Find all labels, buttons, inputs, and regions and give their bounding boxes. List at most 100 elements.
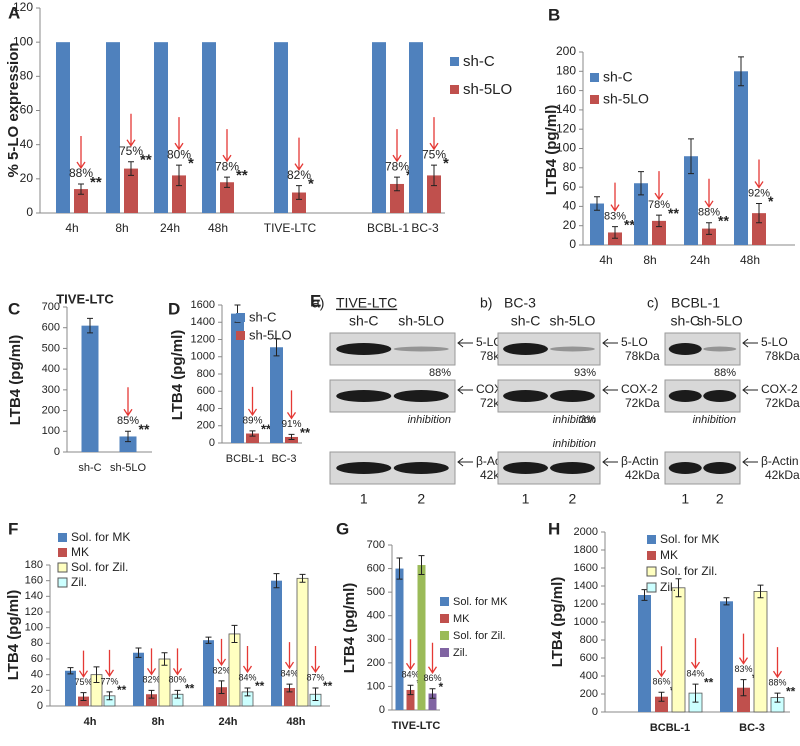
legend-swatch [646, 566, 657, 577]
arrow [405, 639, 416, 671]
legend-label: sh-C [249, 309, 276, 324]
y-tick-label: 400 [580, 670, 598, 682]
y-tick-label: 60 [31, 653, 43, 665]
arrow [76, 135, 86, 170]
lane-number: 2 [417, 491, 425, 507]
significance-stars: * [188, 155, 194, 172]
error-bar [80, 692, 87, 702]
error-bar [312, 687, 319, 702]
significance-stars: ** [236, 167, 248, 184]
inhibition-label: 83% [734, 664, 752, 674]
x-tick-label: 8h [643, 253, 656, 267]
label-arrow [602, 338, 618, 348]
legend-swatch [590, 95, 599, 104]
bar [146, 694, 157, 706]
y-tick-label: 400 [367, 610, 385, 622]
y-tick-label: 120 [556, 121, 576, 135]
y-tick-label: 600 [197, 385, 215, 397]
significance-stars: ** [185, 682, 195, 696]
x-tick-label: BC-3 [411, 221, 439, 235]
y-tick-label: 1600 [191, 299, 215, 311]
lane-label: sh-C [511, 313, 541, 329]
arrow [772, 647, 783, 679]
lane-label: sh-5LO [549, 313, 595, 329]
inhibition-label: 82% [212, 665, 230, 675]
label-arrow [742, 457, 758, 467]
error-bar [675, 578, 682, 598]
inhibition-word: inhibition [553, 438, 596, 450]
bar [671, 587, 686, 713]
protein-size: 78kDa [625, 349, 660, 363]
bar [271, 580, 282, 706]
x-tick-label: BC-3 [739, 722, 765, 734]
x-tick-label: 4h [84, 716, 97, 728]
y-tick-label: 1600 [574, 562, 598, 574]
arrow [294, 137, 304, 171]
y-tick-label: 80 [31, 637, 43, 649]
inhibition-label: 78% [385, 159, 409, 173]
legend-swatch [440, 614, 449, 623]
blot-band [550, 462, 595, 474]
bar [655, 696, 668, 712]
x-tick-label: 8h [115, 221, 128, 235]
x-tick-label: TIVE-LTC [392, 720, 441, 732]
legend-swatch [440, 648, 449, 657]
error-bar [757, 584, 764, 599]
lane-number: 1 [522, 491, 530, 507]
label-arrow [742, 385, 758, 395]
arrow [656, 646, 667, 678]
lane-label: sh-C [670, 313, 700, 329]
blot-band [503, 462, 548, 474]
arrow [738, 633, 749, 665]
bar [172, 175, 186, 213]
blot-band [703, 390, 737, 402]
error-bar [692, 683, 699, 703]
inhibition-label: 85% [117, 415, 139, 427]
significance-stars: ** [624, 216, 635, 232]
bar [78, 696, 89, 706]
arrow [222, 129, 232, 163]
y-tick-label: 600 [367, 562, 385, 574]
error-bar [396, 557, 403, 580]
inhibition-label: 86% [652, 677, 670, 687]
blot-band [668, 343, 702, 355]
label-arrow [602, 457, 618, 467]
arrow [610, 182, 620, 212]
error-bar [296, 185, 302, 200]
y-tick-label: 500 [367, 586, 385, 598]
significance-stars: ** [117, 683, 127, 697]
y-tick-label: 140 [556, 102, 576, 116]
bar [652, 220, 666, 245]
bar [106, 42, 120, 213]
legend-label: Zil. [660, 580, 676, 594]
y-tick-label: 400 [42, 363, 60, 375]
bar [702, 228, 716, 245]
lane-number: 2 [569, 491, 577, 507]
bar [638, 595, 651, 712]
error-bar [87, 317, 93, 334]
error-bar [273, 573, 280, 589]
lane-label: sh-C [349, 313, 379, 329]
y-tick-label: 700 [367, 539, 385, 551]
error-bar [249, 430, 256, 437]
arrow [754, 159, 764, 189]
inhibition-word: inhibition [553, 414, 596, 426]
bar [752, 213, 766, 245]
arrow [392, 129, 402, 163]
y-tick-label: 300 [367, 633, 385, 645]
error-bar [176, 164, 182, 187]
inhibition-label: 91% [281, 419, 301, 430]
legend-label: Sol. for MK [71, 530, 130, 544]
bar [228, 633, 241, 707]
error-bar [658, 691, 665, 702]
error-bar [688, 138, 694, 175]
error-bar [125, 430, 131, 443]
y-tick-label: 40 [31, 669, 43, 681]
bar [395, 568, 404, 710]
inhibition-label: 78% [648, 199, 670, 211]
bar [284, 687, 295, 706]
error-bar [161, 652, 168, 666]
legend-swatch [236, 331, 245, 340]
significance-stars: * [439, 680, 444, 694]
blot-tag: a) [312, 295, 324, 311]
